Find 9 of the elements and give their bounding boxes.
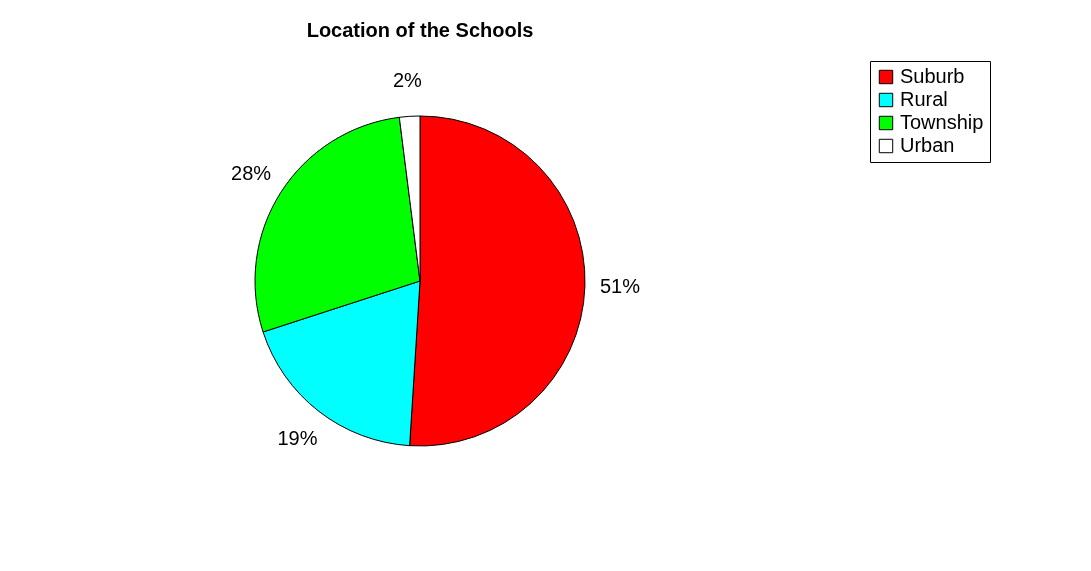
legend-label: Rural bbox=[900, 88, 948, 110]
legend-label: Suburb bbox=[900, 65, 965, 87]
data-label: 51% bbox=[599, 275, 641, 298]
data-label: 2% bbox=[392, 69, 423, 92]
data-label: 28% bbox=[231, 161, 272, 184]
legend-label: Township bbox=[900, 111, 984, 133]
legend-label: Urban bbox=[900, 134, 955, 156]
data-label: 19% bbox=[277, 427, 318, 450]
chart-title: Location of the Schools bbox=[306, 18, 534, 41]
